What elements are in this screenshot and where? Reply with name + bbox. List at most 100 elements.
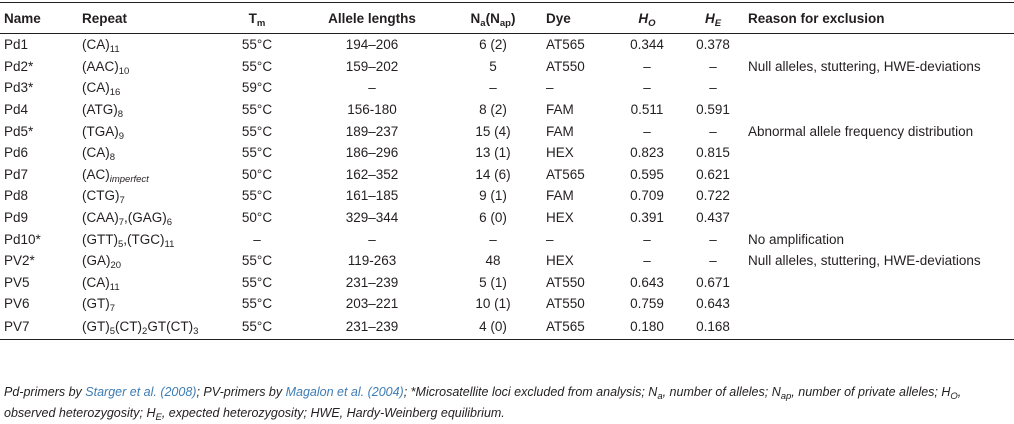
cell-allele-lengths: 161–185 xyxy=(345,188,399,204)
cell-he: – xyxy=(709,58,717,74)
col-header-tm: Tm xyxy=(214,2,300,34)
cell-na: 14 (6) xyxy=(475,166,511,182)
col-header-name: Name xyxy=(0,2,78,34)
cell-na: 5 (1) xyxy=(479,274,507,290)
cell-ho: – xyxy=(643,80,651,96)
cell-reason xyxy=(744,293,1014,315)
cell-tm: 55°C xyxy=(241,102,273,118)
cell-na: – xyxy=(489,80,497,96)
col-header-dye: Dye xyxy=(542,2,612,34)
cell-allele-lengths: 119-263 xyxy=(347,253,397,269)
cell-tm: 55°C xyxy=(241,123,273,139)
cell-dye: HEX xyxy=(546,145,574,161)
cell-dye: FAM xyxy=(546,188,574,204)
cell-he: – xyxy=(709,80,717,96)
cell-tm: 55°C xyxy=(241,253,273,269)
cell-na: 48 xyxy=(485,253,501,269)
table-row: Pd8 (CTG)7 55°C 161–185 9 (1) FAM 0.709 0.722 xyxy=(0,185,1014,207)
cell-ho: 0.344 xyxy=(630,37,664,53)
header-row: Name Repeat Tm Allele lengths Na(Nap) Dy… xyxy=(0,2,1014,34)
cell-repeat: (CA)11 xyxy=(82,37,120,56)
cell-name: PV7 xyxy=(0,314,78,340)
cell-he: 0.643 xyxy=(696,296,730,312)
cell-reason: No amplification xyxy=(748,231,845,247)
cell-dye: AT550 xyxy=(546,274,585,290)
cell-name: Pd6 xyxy=(4,145,29,161)
cell-repeat: (AAC)10 xyxy=(82,58,130,77)
cell-ho: 0.180 xyxy=(612,314,682,340)
cell-na: 15 (4) xyxy=(475,123,511,139)
cell-reason: Null alleles, stuttering, HWE-deviations xyxy=(748,58,981,74)
cell-allele-lengths: 194–206 xyxy=(345,37,399,53)
cell-he: 0.722 xyxy=(696,188,730,204)
cell-reason: Abnormal allele frequency distribution xyxy=(748,123,974,139)
cell-tm: 55°C xyxy=(241,145,273,161)
col-header-ho: HO xyxy=(612,2,682,34)
cell-allele-lengths: 162–352 xyxy=(345,166,399,182)
cell-repeat: (GTT)5,(TGC)11 xyxy=(82,231,175,250)
cell-allele-lengths: 159–202 xyxy=(345,58,399,74)
cell-name: Pd5* xyxy=(4,123,34,139)
table-body: Pd1 (CA)11 55°C 194–206 6 (2) AT565 0.344 0.378… xyxy=(0,34,1014,340)
cell-na: 6 (2) xyxy=(479,37,507,53)
cell-dye: – xyxy=(546,80,554,96)
cell-allele-lengths: 186–296 xyxy=(345,145,399,161)
col-header-na: Na(Nap) xyxy=(444,2,542,34)
cell-name: Pd8 xyxy=(4,188,29,204)
cell-allele-lengths: 231–239 xyxy=(345,274,399,290)
cell-dye: AT550 xyxy=(546,296,585,312)
cell-ho: – xyxy=(643,253,651,269)
table-row: Pd1 (CA)11 55°C 194–206 6 (2) AT565 0.344 0.378 xyxy=(0,34,1014,56)
cell-dye: AT565 xyxy=(542,314,612,340)
cell-he: 0.437 xyxy=(696,210,730,226)
cell-reason xyxy=(744,142,1014,164)
cell-he: – xyxy=(709,123,717,139)
cell-name: Pd1 xyxy=(4,37,29,53)
cell-he: 0.591 xyxy=(696,102,730,118)
cell-allele-lengths: 231–239 xyxy=(300,314,444,340)
col-header-allele-lengths: Allele lengths xyxy=(300,2,444,34)
cell-repeat: (TGA)9 xyxy=(82,123,125,142)
microsatellite-table: Name Repeat Tm Allele lengths Na(Nap) Dy… xyxy=(0,2,1014,340)
cell-repeat: (GT)5(CT)2GT(CT)3 xyxy=(78,314,214,340)
cell-repeat: (GT)7 xyxy=(82,296,116,315)
citation-magalon[interactable]: Magalon et al. (2004) xyxy=(285,385,404,399)
cell-he: 0.378 xyxy=(696,37,730,53)
cell-he: – xyxy=(709,253,717,269)
cell-reason xyxy=(744,272,1014,294)
cell-ho: – xyxy=(643,231,651,247)
cell-allele-lengths: – xyxy=(368,231,376,247)
cell-he: 0.168 xyxy=(682,314,744,340)
cell-na: 6 (0) xyxy=(479,210,507,226)
cell-name: Pd9 xyxy=(4,210,29,226)
table-row: Pd2* (AAC)10 55°C 159–202 5 AT550 – – Null allel… xyxy=(0,56,1014,78)
table-row: Pd3* (CA)16 59°C – – – – – xyxy=(0,77,1014,99)
cell-na: 13 (1) xyxy=(475,145,511,161)
cell-he: – xyxy=(709,231,717,247)
citation-starger[interactable]: Starger et al. (2008) xyxy=(85,385,197,399)
cell-repeat: (CA)16 xyxy=(82,80,121,99)
cell-allele-lengths: – xyxy=(368,80,376,96)
cell-allele-lengths: 203–221 xyxy=(345,296,399,312)
cell-reason xyxy=(744,77,1014,99)
cell-reason xyxy=(744,164,1014,186)
cell-he: 0.815 xyxy=(696,145,730,161)
table-row: Pd5* (TGA)9 55°C 189–237 15 (4) FAM – – Abnormal… xyxy=(0,120,1014,142)
table-row: Pd4 (ATG)8 55°C 156-180 8 (2) FAM 0.511 0.591 xyxy=(0,99,1014,121)
cell-dye: FAM xyxy=(546,102,574,118)
cell-dye: AT565 xyxy=(546,37,585,53)
cell-repeat: (CA)8 xyxy=(82,145,116,164)
cell-tm: 59°C xyxy=(241,80,273,96)
cell-dye: HEX xyxy=(546,253,574,269)
col-header-reason: Reason for exclusion xyxy=(744,2,1014,34)
cell-ho: 0.709 xyxy=(630,188,664,204)
cell-na: 4 (0) xyxy=(444,314,542,340)
cell-ho: 0.511 xyxy=(630,102,664,118)
cell-ho: 0.823 xyxy=(630,145,664,161)
cell-tm: 55°C xyxy=(241,37,273,53)
cell-tm: 50°C xyxy=(241,210,273,226)
cell-dye: HEX xyxy=(546,210,574,226)
cell-na: 9 (1) xyxy=(479,188,507,204)
cell-reason: Null alleles, stuttering, HWE-deviations xyxy=(748,253,981,269)
